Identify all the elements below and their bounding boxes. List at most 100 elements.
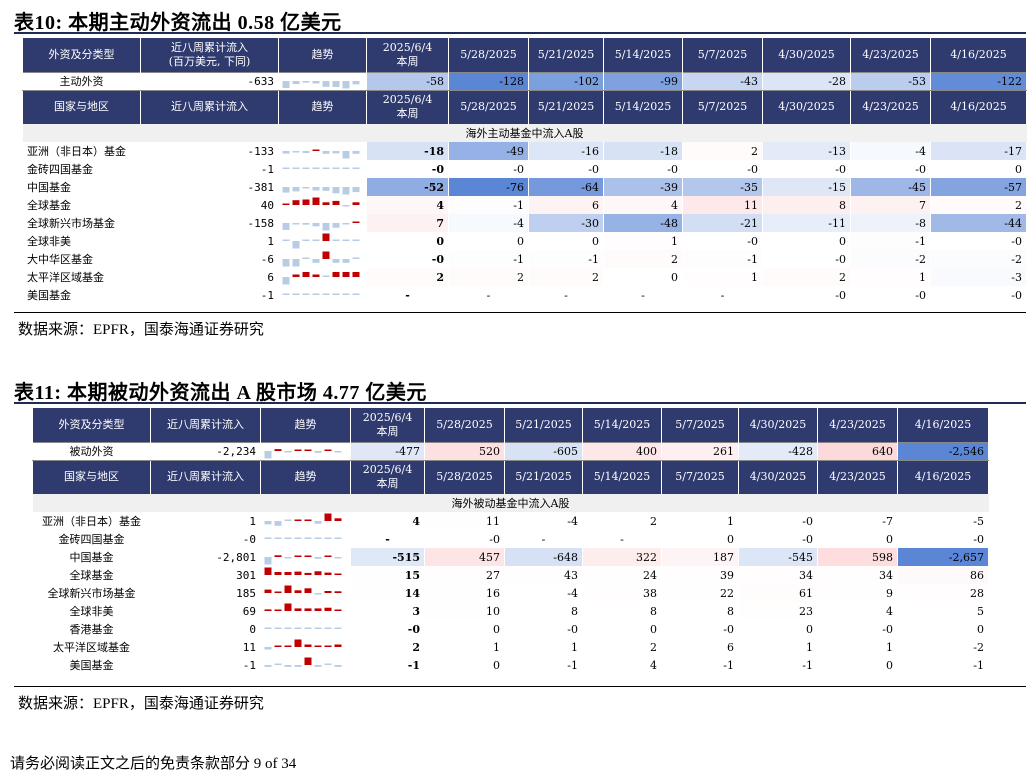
region-row: 全球基金 301 15 27 43 24 39 34 34 86 [32, 566, 989, 584]
column-header: 5/28/2025 [424, 460, 505, 494]
value-cell: 2 [582, 512, 662, 530]
value-cell: 9 [817, 584, 898, 602]
value-cell: 8 [504, 602, 583, 620]
sparkline-bar [264, 589, 272, 593]
table11-bottom-rule [14, 686, 1026, 687]
sparkline-bar [304, 644, 312, 647]
sparkline-bar [264, 451, 272, 459]
sparkline-bar [294, 608, 302, 611]
region-row: 大中华区基金 -6 -0 -1 -1 2 -1 -0 -2 -2 [22, 250, 1027, 268]
sparkline-bar [324, 513, 332, 521]
value-cell: - [350, 530, 425, 548]
value-cell: -0 [762, 160, 851, 178]
value-cell: 1 [661, 512, 739, 530]
sparkline-bar [352, 272, 360, 277]
value-cell: 7 [850, 196, 931, 214]
value-cell: -0 [366, 250, 449, 268]
value-cell: 1 [850, 268, 931, 286]
value-cell: 1 [817, 638, 898, 656]
trend-sparkline [282, 293, 360, 295]
table11-title: 表11: 本期被动外资流出 A 股市场 4.77 亿美元 [14, 382, 427, 404]
value-cell: -7 [817, 512, 898, 530]
sparkline-bar [302, 272, 310, 277]
column-header: 5/7/2025 [682, 90, 763, 124]
sparkline-bar [334, 451, 342, 453]
trend-sparkline [282, 251, 360, 267]
value-cell: -1 [850, 232, 931, 250]
sparkline-bar [324, 572, 332, 575]
value-cell: 8 [661, 602, 739, 620]
value-cell: -428 [738, 441, 818, 461]
value-cell: 1 [603, 232, 683, 250]
value-cell: 24 [582, 566, 662, 584]
sparkline-bar [264, 521, 272, 525]
region-row: 全球新兴市场基金 185 14 16 -4 38 22 61 9 28 [32, 584, 989, 602]
sparkline-bar [264, 567, 272, 575]
row-cumulative: 40 [140, 196, 279, 214]
sparkline-bar [334, 557, 342, 559]
value-cell: -4 [850, 142, 931, 160]
row-cumulative: -6 [140, 250, 279, 268]
sparkline-bar [304, 555, 312, 557]
value-cell: -0 [930, 286, 1027, 304]
page-footer: 请务必阅读正文之后的免责条款部分 9 of 34 [10, 756, 297, 772]
value-cell: -49 [448, 142, 529, 160]
value-cell: -45 [850, 178, 931, 196]
value-cell: -4 [504, 584, 583, 602]
sparkline-bar [264, 609, 272, 611]
summary-row: 被动外资 -2,234 -477 520 -605 400 261 -428 640 -2,546 [32, 441, 989, 461]
sparkline-bar [302, 293, 310, 295]
table10-top-rule [14, 32, 1026, 34]
sparkline-bar [322, 151, 330, 154]
value-cell: -2 [930, 250, 1027, 268]
sparkline-bar [304, 608, 312, 611]
section-row: 海外被动基金中流入A股 [32, 494, 989, 512]
value-cell: -4 [448, 214, 529, 232]
row-cumulative: -1 [140, 286, 279, 304]
row-label: 美国基金 [32, 656, 151, 674]
value-cell: - [603, 286, 683, 304]
value-cell: 187 [661, 548, 739, 566]
sparkline-bar [314, 451, 322, 453]
sparkline-bar [274, 537, 282, 539]
sparkline-bar [314, 537, 322, 539]
column-header: 4/30/2025 [762, 38, 851, 72]
sparkline-bar [322, 81, 330, 87]
row-trend [260, 441, 351, 461]
value-cell: -0 [930, 232, 1027, 250]
row-trend [278, 196, 367, 214]
row-trend [260, 602, 351, 620]
row-trend [278, 160, 367, 178]
value-cell: 0 [661, 530, 739, 548]
sparkline-bar [324, 645, 332, 647]
trend-sparkline [282, 221, 360, 231]
trend-sparkline [264, 603, 342, 611]
trend-sparkline [264, 449, 342, 459]
value-cell: -0 [366, 160, 449, 178]
value-cell: 640 [817, 441, 898, 461]
sparkline-bar [312, 293, 320, 295]
row-trend [260, 566, 351, 584]
value-cell: -11 [762, 214, 851, 232]
row-trend [278, 232, 367, 250]
sparkline-bar [292, 200, 300, 205]
region-row: 全球非美 1 0 0 0 1 -0 0 -1 -0 [22, 232, 1027, 250]
column-header: 外资及分类型 [22, 38, 141, 72]
row-label: 被动外资 [32, 441, 151, 461]
row-label: 太平洋区域基金 [32, 638, 151, 656]
row-label: 中国基金 [22, 178, 141, 196]
sparkline-bar [352, 187, 360, 193]
value-cell: -28 [762, 71, 851, 91]
region-row: 金砖四国基金 -0- -0- -0 -0 0 -0 [32, 530, 989, 548]
table11-source: 数据来源：EPFR，国泰海通证券研究 [18, 696, 264, 712]
column-header: 5/21/2025 [504, 460, 583, 494]
sparkline-bar [292, 187, 300, 192]
column-header: 5/14/2025 [582, 408, 662, 442]
value-cell: -0 [661, 620, 739, 638]
value-cell: 7 [366, 214, 449, 232]
sparkline-bar [342, 81, 350, 89]
row-trend [260, 584, 351, 602]
value-cell: -4 [504, 512, 583, 530]
row-label: 大中华区基金 [22, 250, 141, 268]
sparkline-bar [264, 665, 272, 667]
